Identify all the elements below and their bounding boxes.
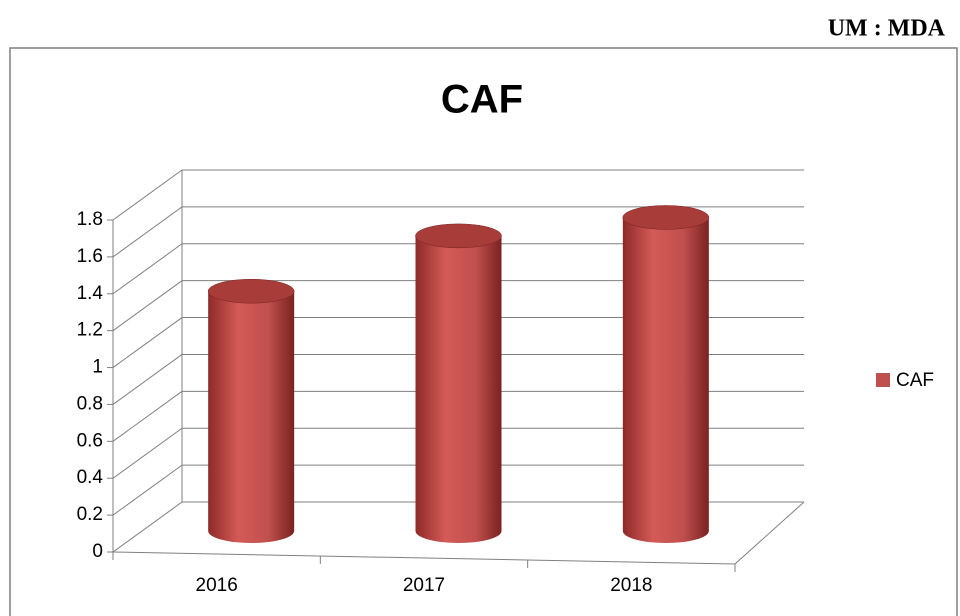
- y-tick-label: 0.8: [77, 393, 103, 414]
- bar-top: [207, 278, 295, 304]
- grid-line: [112, 354, 183, 405]
- grid-line: [112, 169, 183, 221]
- y-tick-label: 1: [92, 357, 103, 378]
- y-tick-label: 0: [92, 541, 103, 562]
- grid-line: [112, 280, 183, 332]
- y-tick-label: 1.8: [77, 209, 103, 230]
- grid-line: [112, 317, 183, 368]
- grid-line: [112, 427, 183, 479]
- grid-line: [112, 390, 183, 442]
- y-tick-label: 1.2: [77, 320, 103, 341]
- grid-line: [112, 243, 183, 295]
- floor-edge: [734, 501, 805, 565]
- bar: [415, 235, 502, 543]
- header: UM : MDA: [828, 16, 946, 42]
- bar-top: [622, 205, 710, 230]
- y-tick-label: 0.2: [77, 504, 103, 525]
- bar-top: [415, 223, 502, 249]
- y-tick-label: 0.4: [77, 467, 104, 488]
- x-tick-label: 2016: [196, 575, 238, 596]
- x-tick-label: 2017: [403, 575, 445, 596]
- y-tick-label: 1.4: [77, 283, 104, 304]
- x-tick-label: 2018: [610, 575, 652, 596]
- grid-line: [112, 206, 183, 258]
- bar: [208, 291, 295, 543]
- legend-label: CAF: [896, 370, 934, 391]
- legend-swatch: [876, 373, 890, 387]
- floor-edge: [112, 551, 736, 565]
- y-tick-label: 1.6: [77, 246, 103, 267]
- grid-line: [112, 464, 183, 516]
- y-tick-label: 0.6: [77, 430, 103, 451]
- grid-line: [112, 501, 183, 553]
- chart-title: CAF: [441, 78, 523, 122]
- bar: [622, 217, 709, 543]
